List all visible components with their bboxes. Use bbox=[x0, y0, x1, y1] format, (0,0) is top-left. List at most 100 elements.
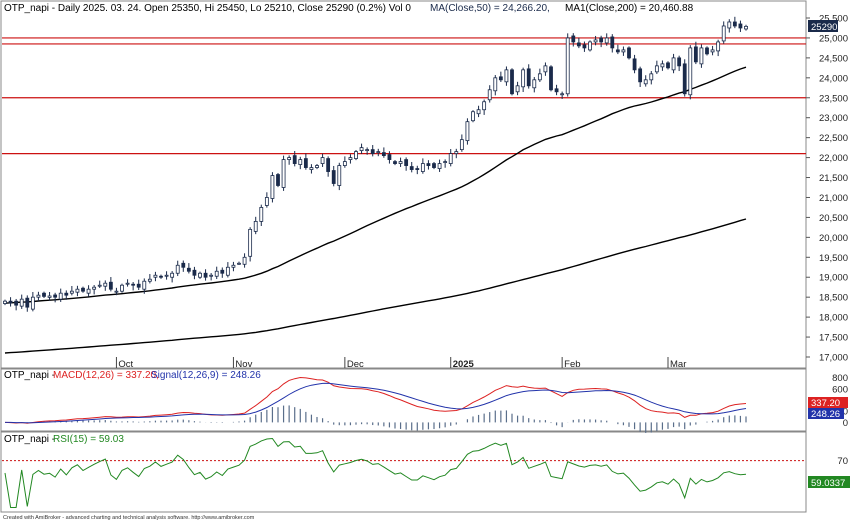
price-tick-label: 20,000 bbox=[819, 233, 848, 244]
signal-badge-text: 248.26 bbox=[811, 409, 840, 420]
rsi-badge-text: 59.0337 bbox=[811, 478, 845, 489]
macd-line bbox=[4, 376, 747, 424]
candle-down bbox=[81, 287, 85, 292]
ma200-header: MA1(Close,200) = 20,460.88 bbox=[565, 3, 694, 14]
macd-header: MACD(12,26) = 337.20, bbox=[53, 370, 159, 381]
signal-header: Signal(12,26,9) = 248.26 bbox=[151, 370, 261, 381]
candle-up bbox=[721, 25, 726, 42]
candle-down bbox=[615, 49, 620, 53]
candle-up bbox=[699, 47, 704, 65]
candle-down bbox=[53, 294, 58, 298]
candle-down bbox=[571, 35, 576, 43]
candle-down bbox=[409, 166, 414, 170]
macd-panel-frame bbox=[0, 368, 807, 432]
price-tick-label: 18,500 bbox=[819, 293, 848, 304]
candle-up bbox=[225, 266, 230, 276]
candle-down bbox=[666, 62, 670, 69]
rsi-tick-label: 70 bbox=[837, 456, 848, 467]
macd-badge-text: 337.20 bbox=[811, 398, 840, 409]
candle-up bbox=[153, 274, 158, 278]
macd-tick-label: 0 bbox=[843, 418, 848, 429]
price-tick-label: 17,500 bbox=[819, 333, 848, 344]
candle-up bbox=[198, 272, 202, 278]
candle-down bbox=[276, 174, 280, 186]
candle-down bbox=[14, 300, 19, 306]
candle-up bbox=[30, 296, 35, 310]
candle-down bbox=[303, 158, 308, 168]
candle-down bbox=[610, 36, 615, 49]
price-tick-label: 20,500 bbox=[819, 213, 848, 224]
candle-up bbox=[471, 111, 475, 122]
candle-up bbox=[515, 85, 520, 93]
candle-down bbox=[632, 58, 637, 71]
candle-down bbox=[393, 161, 397, 164]
candle-up bbox=[3, 300, 7, 304]
candle-up bbox=[459, 139, 464, 151]
candle-up bbox=[309, 167, 314, 170]
candle-up bbox=[170, 272, 175, 278]
candle-up bbox=[287, 157, 292, 160]
candle-up bbox=[604, 37, 609, 44]
candle-up bbox=[359, 147, 364, 152]
candlestick-series bbox=[3, 16, 748, 312]
candle-down bbox=[432, 163, 436, 168]
candle-down bbox=[192, 269, 197, 276]
price-header: OTP_napi - Daily 2025. 03. 24. Open 2535… bbox=[4, 3, 411, 14]
candle-down bbox=[203, 272, 208, 278]
ma50-line bbox=[4, 66, 747, 304]
price-tick-label: 25,000 bbox=[819, 33, 848, 44]
candle-up bbox=[253, 220, 258, 232]
candle-up bbox=[588, 41, 592, 51]
candle-down bbox=[404, 159, 409, 166]
candle-up bbox=[281, 159, 286, 188]
candle-up bbox=[348, 157, 353, 160]
candle-down bbox=[554, 88, 559, 93]
candle-up bbox=[209, 274, 214, 277]
candle-up bbox=[465, 121, 470, 142]
price-tick-label: 24,500 bbox=[819, 53, 848, 64]
candle-down bbox=[136, 283, 141, 288]
candle-up bbox=[448, 153, 453, 164]
macd-header-prefix: OTP_napi - bbox=[4, 370, 55, 381]
ma200-line bbox=[4, 218, 747, 354]
candle-down bbox=[705, 47, 709, 55]
candle-up bbox=[493, 77, 498, 92]
rsi-header-prefix: OTP_napi - bbox=[4, 434, 55, 445]
candle-up bbox=[86, 288, 91, 294]
candle-up bbox=[560, 93, 565, 96]
date-tick-label: Dec bbox=[347, 359, 364, 370]
footer-credit: Created with AmiBroker - advanced charti… bbox=[3, 515, 255, 521]
candle-up bbox=[476, 109, 481, 115]
candle-up bbox=[376, 151, 381, 154]
price-tick-label: 23,000 bbox=[819, 113, 848, 124]
rsi-header: RSI(15) = 59.03 bbox=[53, 434, 124, 445]
resistance-lines bbox=[2, 37, 806, 155]
candle-up bbox=[398, 161, 403, 164]
candle-up bbox=[365, 149, 370, 152]
rsi-line bbox=[4, 437, 747, 508]
candle-down bbox=[738, 23, 743, 29]
candle-up bbox=[437, 163, 442, 169]
candle-down bbox=[186, 267, 191, 272]
rsi-panel: 70 bbox=[2, 437, 848, 508]
price-tick-label: 21,000 bbox=[819, 193, 848, 204]
candle-up bbox=[337, 165, 342, 186]
candle-up bbox=[543, 65, 548, 73]
price-badge bbox=[808, 20, 838, 32]
candle-up bbox=[36, 294, 41, 298]
candle-down bbox=[498, 76, 503, 81]
candle-up bbox=[443, 161, 448, 163]
candle-up bbox=[649, 73, 654, 81]
candle-up bbox=[716, 41, 721, 52]
candle-down bbox=[387, 154, 392, 160]
price-tick-label: 19,000 bbox=[819, 273, 848, 284]
candle-down bbox=[549, 66, 553, 91]
candle-up bbox=[259, 207, 264, 222]
candle-down bbox=[8, 300, 13, 304]
candle-down bbox=[131, 283, 136, 286]
candle-down bbox=[732, 21, 737, 27]
candle-up bbox=[593, 39, 598, 43]
candle-down bbox=[682, 63, 687, 95]
candle-down bbox=[599, 37, 604, 43]
